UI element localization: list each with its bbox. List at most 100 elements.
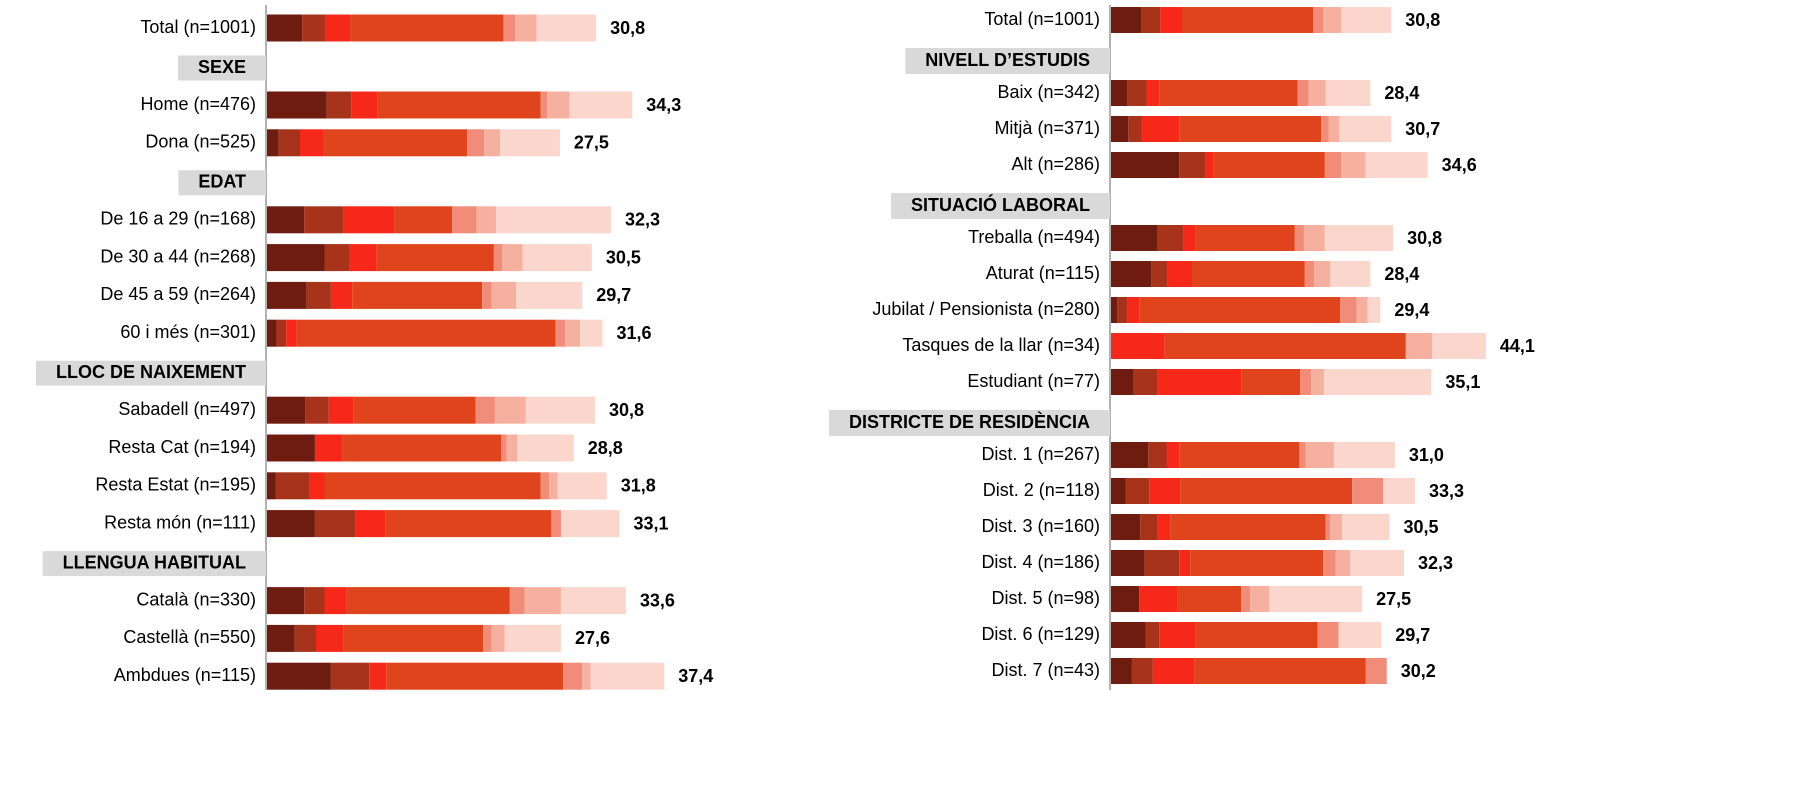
bar-segment [582, 662, 591, 690]
bar-segment [267, 434, 315, 462]
category-label: Dist. 7 (n=43) [991, 660, 1100, 680]
bar-segment [346, 587, 510, 615]
section-header-box [178, 170, 266, 196]
bar-segment [484, 129, 501, 157]
bar-segment [1308, 80, 1326, 106]
total-label: 33,3 [1429, 481, 1464, 501]
bar-segment [385, 510, 552, 538]
bar-segment [1152, 658, 1195, 684]
bar-segment [1111, 333, 1165, 359]
bar-segment [1205, 152, 1214, 178]
bar-segment [1179, 550, 1191, 576]
bar-segment [325, 14, 351, 42]
category-label: Resta Estat (n=195) [95, 475, 256, 495]
bar-segment [1111, 369, 1134, 395]
bar-segment [1149, 478, 1181, 504]
bar-segment [296, 319, 556, 347]
total-label: 33,6 [640, 590, 675, 610]
bar-segment [475, 396, 495, 424]
category-label: Baix (n=342) [997, 82, 1100, 102]
total-label: 28,4 [1384, 264, 1419, 284]
bar-segment [304, 587, 325, 615]
bar-segment [1341, 152, 1366, 178]
bar-segment [1181, 7, 1314, 33]
bar-segment [1341, 7, 1392, 33]
total-label: 27,6 [575, 628, 610, 648]
bar-segment [1111, 7, 1142, 33]
bar-segment [524, 587, 561, 615]
bar-segment [1304, 261, 1314, 287]
bar-segment [1166, 442, 1180, 468]
bar-segment [1151, 261, 1168, 287]
bar-segment [1157, 225, 1184, 251]
bar-segment [1111, 152, 1180, 178]
bar-segment [1325, 514, 1331, 540]
section-header-box [905, 48, 1110, 74]
category-label: Dist. 3 (n=160) [981, 516, 1100, 536]
total-label: 27,5 [1376, 589, 1411, 609]
category-label: Home (n=476) [140, 94, 256, 114]
bar-segment [352, 281, 483, 309]
total-label: 29,4 [1394, 300, 1429, 320]
bar-segment [300, 129, 324, 157]
bar-segment [1139, 586, 1178, 612]
bar-segment [328, 396, 354, 424]
total-label: 30,5 [1403, 517, 1438, 537]
bar-segment [1127, 297, 1140, 323]
bar-segment [1111, 442, 1149, 468]
total-label: 29,7 [1395, 625, 1430, 645]
total-label: 32,3 [625, 210, 660, 230]
bar-segment [1146, 80, 1160, 106]
bar-segment [1160, 7, 1182, 33]
bar-segment [353, 396, 476, 424]
bar-segment [1383, 478, 1415, 504]
bar-segment [349, 244, 377, 272]
category-label: Resta món (n=111) [104, 512, 256, 532]
category-label: Aturat (n=115) [986, 263, 1100, 283]
bar-segment [1241, 586, 1251, 612]
bar-segment [1131, 658, 1153, 684]
bar-segment [1335, 550, 1351, 576]
bar-segment [267, 472, 276, 500]
bar-segment [1330, 514, 1343, 540]
bar-segment [1313, 7, 1324, 33]
bar-segment [540, 472, 550, 500]
section-header-box [177, 55, 266, 81]
bar-segment [305, 396, 329, 424]
bar-segment [1111, 478, 1126, 504]
bar-segment [1170, 514, 1326, 540]
bar-segment [1111, 261, 1152, 287]
bar-segment [500, 129, 560, 157]
bar-segment [1323, 369, 1432, 395]
bar-segment [306, 281, 331, 309]
bar-segment [1117, 297, 1128, 323]
bar-segment [504, 624, 561, 652]
bar-segment [509, 587, 525, 615]
total-label: 28,4 [1384, 83, 1419, 103]
bar-segment [1250, 586, 1270, 612]
category-label: De 30 a 44 (n=268) [100, 246, 256, 266]
bar-segment [1328, 116, 1340, 142]
bar-segment [267, 281, 307, 309]
bar-segment [565, 319, 581, 347]
total-label: 30,8 [1405, 10, 1440, 30]
bar-segment [369, 662, 387, 690]
total-label: 27,5 [574, 133, 609, 153]
bar-segment [267, 510, 315, 538]
bar-segment [549, 472, 558, 500]
total-label: 33,1 [634, 513, 669, 533]
category-label: Estudiant (n=77) [967, 371, 1100, 391]
bar-segment [1159, 622, 1196, 648]
bar-segment [506, 434, 518, 462]
category-label: Dist. 2 (n=118) [983, 480, 1100, 500]
bar-segment [1299, 442, 1306, 468]
bar-segment [314, 510, 356, 538]
total-label: 35,1 [1445, 372, 1480, 392]
bar-segment [1111, 550, 1145, 576]
bar-segment [476, 206, 496, 234]
category-label: Total (n=1001) [984, 9, 1100, 29]
bar-segment [351, 91, 378, 119]
category-label: Tasques de la llar (n=34) [902, 335, 1100, 355]
bar-segment [515, 14, 537, 42]
bar-segment [1324, 152, 1342, 178]
